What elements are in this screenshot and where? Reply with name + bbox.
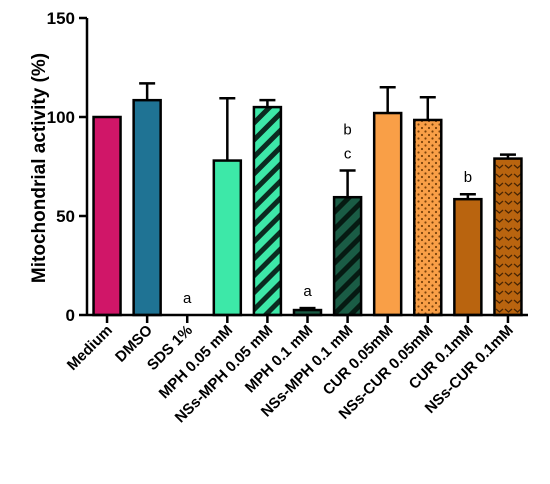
y-tick-label: 50 [56, 207, 75, 226]
bar [132, 98, 162, 317]
significance-label: b [343, 121, 351, 138]
y-axis: 0 50 100 150 [47, 9, 89, 325]
error-bars [139, 82, 516, 311]
y-tick-label: 100 [47, 108, 75, 127]
bar [252, 105, 283, 317]
bar [413, 118, 443, 317]
bar [332, 195, 363, 317]
x-tick-label: Medium [64, 322, 116, 374]
bars [92, 98, 523, 317]
y-tick-label: 150 [47, 9, 75, 28]
significance-label: c [344, 145, 352, 162]
significance-label: b [464, 169, 472, 186]
y-tick-label: 0 [66, 306, 75, 325]
bar [453, 197, 483, 317]
bar [493, 157, 523, 317]
significance-label: a [303, 283, 312, 300]
bar [92, 115, 122, 317]
bar [372, 111, 403, 317]
significance-label: a [183, 290, 192, 307]
bar [212, 159, 243, 317]
y-axis-label: Mitochondrial activity (%) [29, 53, 50, 283]
